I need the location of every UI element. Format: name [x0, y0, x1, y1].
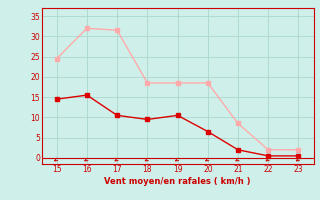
X-axis label: Vent moyen/en rafales ( km/h ): Vent moyen/en rafales ( km/h ) [104, 177, 251, 186]
